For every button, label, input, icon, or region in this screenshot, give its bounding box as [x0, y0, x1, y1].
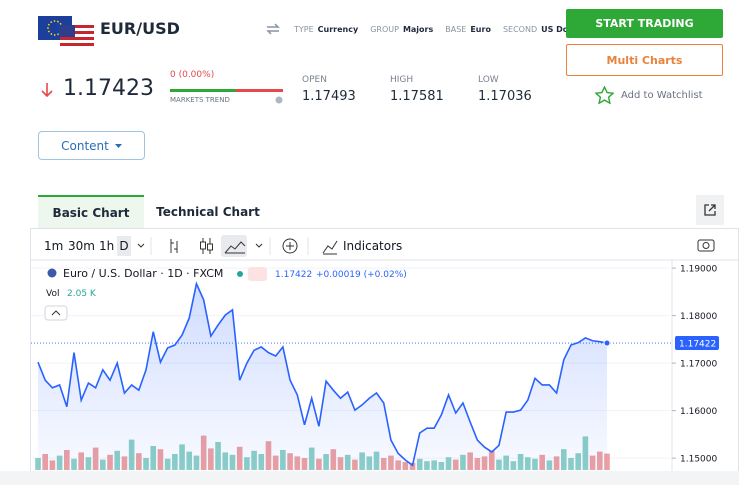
status-badge — [248, 267, 267, 281]
info-value: US Dollar — [541, 25, 584, 34]
price-line — [37, 281, 608, 467]
flags — [38, 16, 94, 49]
status-dot — [237, 271, 243, 277]
collapse-button[interactable] — [44, 305, 68, 321]
y-tick-label: 1.18000 — [680, 312, 717, 322]
symbol-icon — [47, 268, 57, 278]
high-value: 1.17581 — [390, 89, 444, 104]
last-value: 1.17422 — [275, 270, 312, 280]
pair-name: EUR/USD — [100, 19, 180, 38]
last-price-box — [675, 336, 719, 351]
info-label: TYPE — [294, 25, 314, 34]
volume-label: Vol — [46, 289, 59, 299]
indicators-button[interactable]: Indicators — [343, 239, 403, 253]
area-fill — [38, 283, 607, 470]
tab[interactable]: Technical Chart — [156, 204, 260, 219]
info-label: SECOND — [502, 25, 538, 34]
change-value: +0.00019 (+0.02%) — [316, 270, 407, 280]
trend-label: MARKETS TREND — [170, 96, 230, 104]
interval[interactable]: 30m — [68, 239, 95, 253]
last-point — [603, 339, 611, 347]
price: 1.17423 — [63, 76, 154, 101]
screenshot-icon[interactable] — [697, 237, 715, 253]
last-price-label: 1.17422 — [679, 340, 716, 350]
swap-icon[interactable] — [265, 22, 281, 36]
high-label: HIGH — [390, 75, 414, 85]
low-label: LOW — [478, 75, 499, 85]
watchlist-button[interactable]: Add to Watchlist — [595, 86, 703, 104]
open-label: OPEN — [302, 75, 327, 85]
trend-bar-up — [170, 89, 236, 92]
low-value: 1.17036 — [478, 89, 532, 104]
info-label: GROUP — [370, 25, 399, 34]
caret — [114, 143, 122, 148]
y-tick-label: 1.19000 — [680, 265, 717, 275]
tab-active[interactable]: Basic Chart — [38, 195, 144, 228]
bottom-strip — [0, 471, 739, 485]
interval-active[interactable]: D — [117, 236, 131, 256]
watchlist-label: Add to Watchlist — [621, 89, 703, 101]
interval[interactable]: 1m — [44, 239, 64, 253]
toolbar-icons — [137, 235, 338, 257]
down-arrow — [41, 83, 53, 98]
chart-title: Euro / U.S. Dollar · 1D · FXCM — [63, 267, 223, 280]
multi-charts-button[interactable]: Multi Charts — [566, 44, 723, 76]
content-dropdown[interactable]: Content — [38, 131, 145, 160]
popout-icon — [704, 204, 716, 216]
y-tick-label: 1.15000 — [680, 455, 717, 465]
info-label: BASE — [445, 25, 467, 34]
volume-last: 2.05 K — [67, 289, 97, 299]
y-tick-label: 1.17000 — [680, 360, 717, 370]
start-trading-button[interactable]: START TRADING — [566, 9, 723, 38]
y-tick-label: 1.16000 — [680, 407, 717, 417]
collapse-icon — [51, 310, 61, 316]
info-icon[interactable] — [275, 96, 283, 104]
interval[interactable]: 1h — [99, 239, 115, 253]
info-value: Euro — [470, 25, 491, 34]
trend-bar-down — [236, 89, 283, 92]
star-icon — [595, 86, 614, 104]
change: 0 (0.00%) — [170, 70, 215, 80]
pair-info: TYPE Currency GROUP Majors BASE Euro SECOND… — [294, 25, 583, 34]
popout-button[interactable] — [696, 195, 724, 225]
info-value: Majors — [402, 25, 434, 34]
open-value: 1.17493 — [302, 89, 356, 104]
content-label: Content — [61, 138, 109, 153]
info-value: Currency — [317, 25, 359, 34]
